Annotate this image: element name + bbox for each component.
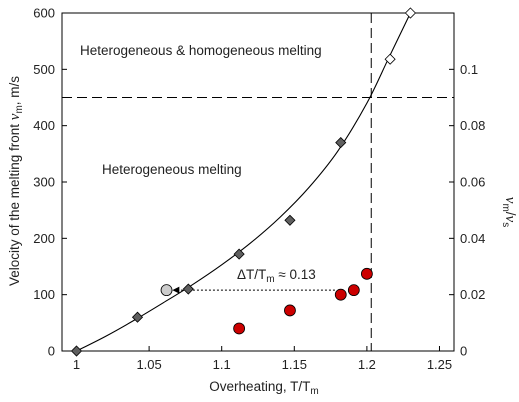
fit-curve-path xyxy=(76,12,411,352)
x-tick-label: 1.15 xyxy=(282,357,307,372)
x-tick-label: 1.1 xyxy=(213,357,231,372)
y-axis-title: Velocity of the melting front vm, m/s xyxy=(7,76,25,286)
diamond-point xyxy=(131,311,144,323)
delta-label: ΔT/Tm ≈ 0.13 xyxy=(237,267,316,285)
diamond-point xyxy=(284,214,296,226)
circle-point xyxy=(160,284,173,297)
data-points xyxy=(70,7,417,357)
plot-frame xyxy=(61,12,455,352)
open-diamond-point xyxy=(404,7,417,19)
y2-tick-label: 0 xyxy=(460,344,467,359)
x-axis-title: Overheating, T/Tm xyxy=(209,379,318,397)
region-label-top: Heterogeneous & homogeneous melting xyxy=(80,43,322,58)
y2-tick-label: 0.02 xyxy=(460,287,485,302)
y2-tick-label: 0.06 xyxy=(460,175,485,190)
circle-point xyxy=(334,288,347,301)
axis-ticks: 1 1.05 1.1 1.15 1.2 1.25 0 100 200 300 400 500 600 0 0… xyxy=(33,6,485,373)
delta-arrow xyxy=(172,286,335,294)
x-tick-label: 1.05 xyxy=(136,357,161,372)
circle-point xyxy=(360,267,373,280)
diamond-point xyxy=(335,137,347,149)
reference-lines xyxy=(62,13,454,351)
fit-curve xyxy=(76,12,411,352)
y2-tick-label: 0.1 xyxy=(460,62,478,77)
open-diamond-point xyxy=(384,53,396,65)
y2-tick-label: 0.04 xyxy=(460,231,485,246)
y-tick-label: 200 xyxy=(33,231,55,246)
arrow-head xyxy=(172,286,180,294)
plot-border xyxy=(61,12,455,352)
circle-point xyxy=(233,322,246,335)
circle-point xyxy=(347,284,360,297)
diamond-point xyxy=(70,345,83,357)
y2-axis-title: vm/vs xyxy=(500,197,518,227)
region-label-bottom: Heterogeneous melting xyxy=(102,162,242,177)
diamond-point xyxy=(182,283,194,295)
circle-point xyxy=(284,304,296,317)
y-tick-label: 0 xyxy=(48,344,55,359)
x-tick-label: 1.2 xyxy=(358,357,376,372)
y-tick-label: 400 xyxy=(33,118,55,133)
y2-tick-label: 0.08 xyxy=(460,118,485,133)
x-tick-label: 1 xyxy=(73,357,80,372)
x-tick-label: 1.25 xyxy=(427,357,452,372)
diamond-point xyxy=(233,248,245,260)
y-tick-label: 600 xyxy=(33,6,55,21)
y-tick-label: 300 xyxy=(33,175,55,190)
y-tick-label: 500 xyxy=(33,62,55,77)
y-tick-label: 100 xyxy=(33,287,55,302)
